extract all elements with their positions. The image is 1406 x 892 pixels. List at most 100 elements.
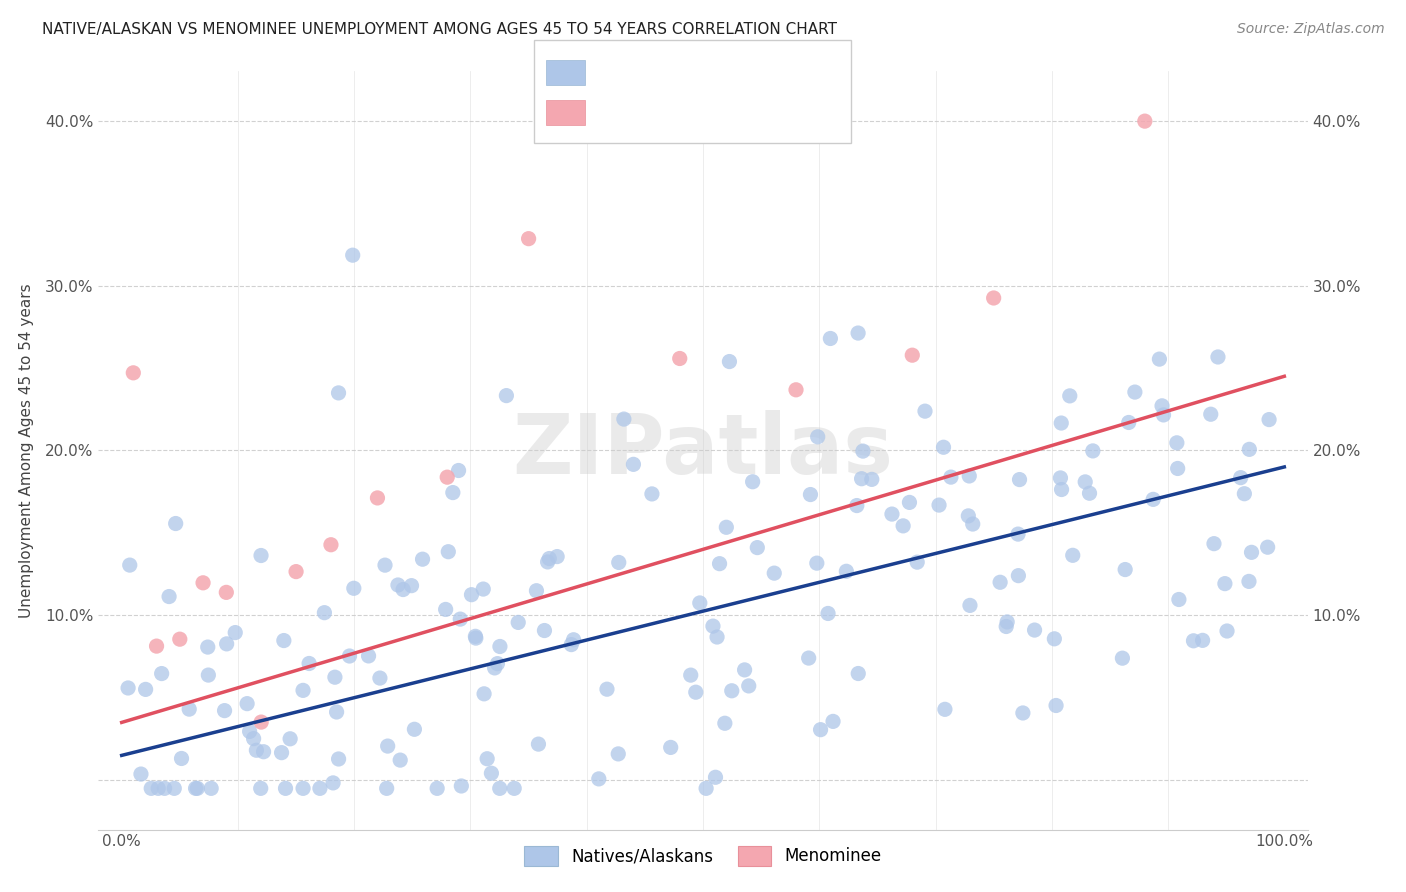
- Point: [562, 632, 585, 647]
- Point: [880, 507, 903, 521]
- Point: [274, 781, 297, 796]
- Point: [328, 752, 350, 766]
- Point: [1049, 471, 1071, 485]
- Point: [1239, 442, 1261, 457]
- Point: [860, 472, 883, 486]
- Text: 0.567: 0.567: [633, 58, 685, 76]
- Point: [323, 670, 346, 684]
- Point: [239, 724, 262, 739]
- Point: [538, 551, 561, 566]
- Point: [817, 607, 839, 621]
- Point: [1062, 549, 1084, 563]
- Point: [1024, 623, 1046, 637]
- Point: [1182, 633, 1205, 648]
- Point: [1240, 545, 1263, 559]
- Point: [526, 583, 548, 598]
- Point: [325, 705, 347, 719]
- Point: [1043, 632, 1066, 646]
- Point: [165, 516, 187, 531]
- Point: [527, 737, 550, 751]
- Point: [704, 770, 727, 784]
- Point: [298, 657, 321, 671]
- Point: [135, 682, 157, 697]
- Point: [374, 558, 396, 573]
- Point: [224, 625, 246, 640]
- Point: [118, 558, 141, 573]
- Point: [129, 767, 152, 781]
- Legend: Natives/Alaskans, Menominee: Natives/Alaskans, Menominee: [516, 838, 890, 874]
- Point: [613, 412, 636, 426]
- Point: [141, 781, 163, 796]
- Point: [145, 639, 167, 653]
- Point: [702, 619, 724, 633]
- Point: [486, 657, 509, 671]
- Point: [285, 565, 308, 579]
- Point: [484, 661, 506, 675]
- Point: [852, 444, 875, 458]
- Point: [741, 475, 763, 489]
- Point: [412, 552, 434, 566]
- Point: [343, 582, 366, 596]
- Point: [475, 752, 498, 766]
- Point: [1258, 412, 1281, 426]
- Point: [236, 697, 259, 711]
- Point: [1216, 624, 1239, 638]
- Point: [169, 632, 191, 647]
- Point: [914, 404, 936, 418]
- Point: [607, 747, 630, 761]
- Point: [148, 781, 170, 796]
- Point: [450, 779, 472, 793]
- Point: [503, 781, 526, 796]
- Point: [1191, 633, 1213, 648]
- Point: [357, 648, 380, 663]
- Point: [718, 354, 741, 368]
- Point: [472, 582, 495, 596]
- Point: [596, 682, 619, 697]
- Point: [214, 704, 236, 718]
- Point: [659, 740, 682, 755]
- Point: [1123, 385, 1146, 400]
- Point: [891, 519, 914, 533]
- Point: [1257, 540, 1279, 554]
- Point: [1166, 435, 1188, 450]
- Point: [242, 731, 264, 746]
- Point: [150, 666, 173, 681]
- Point: [846, 666, 869, 681]
- Point: [273, 633, 295, 648]
- Point: [117, 681, 139, 695]
- Point: [734, 663, 756, 677]
- Point: [179, 702, 201, 716]
- Point: [1153, 408, 1175, 422]
- Point: [170, 751, 193, 765]
- Point: [1237, 574, 1260, 589]
- Point: [508, 615, 530, 630]
- Point: [995, 615, 1018, 629]
- Point: [588, 772, 610, 786]
- Text: 182: 182: [738, 58, 773, 76]
- Point: [197, 668, 219, 682]
- Point: [449, 612, 471, 626]
- Point: [366, 491, 388, 505]
- Point: [560, 638, 582, 652]
- Point: [488, 781, 510, 796]
- Point: [1199, 407, 1222, 421]
- Point: [1149, 352, 1171, 367]
- Point: [270, 746, 292, 760]
- Point: [1008, 473, 1031, 487]
- Point: [901, 348, 924, 362]
- Text: N =: N =: [699, 58, 735, 76]
- Point: [738, 679, 761, 693]
- Point: [668, 351, 690, 366]
- Point: [846, 326, 869, 340]
- Point: [460, 588, 482, 602]
- Point: [785, 383, 807, 397]
- Point: [389, 753, 412, 767]
- Point: [1213, 576, 1236, 591]
- Point: [200, 781, 222, 796]
- Point: [1007, 568, 1029, 582]
- Point: [1142, 492, 1164, 507]
- Point: [186, 781, 208, 796]
- Point: [799, 487, 821, 501]
- Point: [716, 520, 738, 534]
- Point: [1045, 698, 1067, 713]
